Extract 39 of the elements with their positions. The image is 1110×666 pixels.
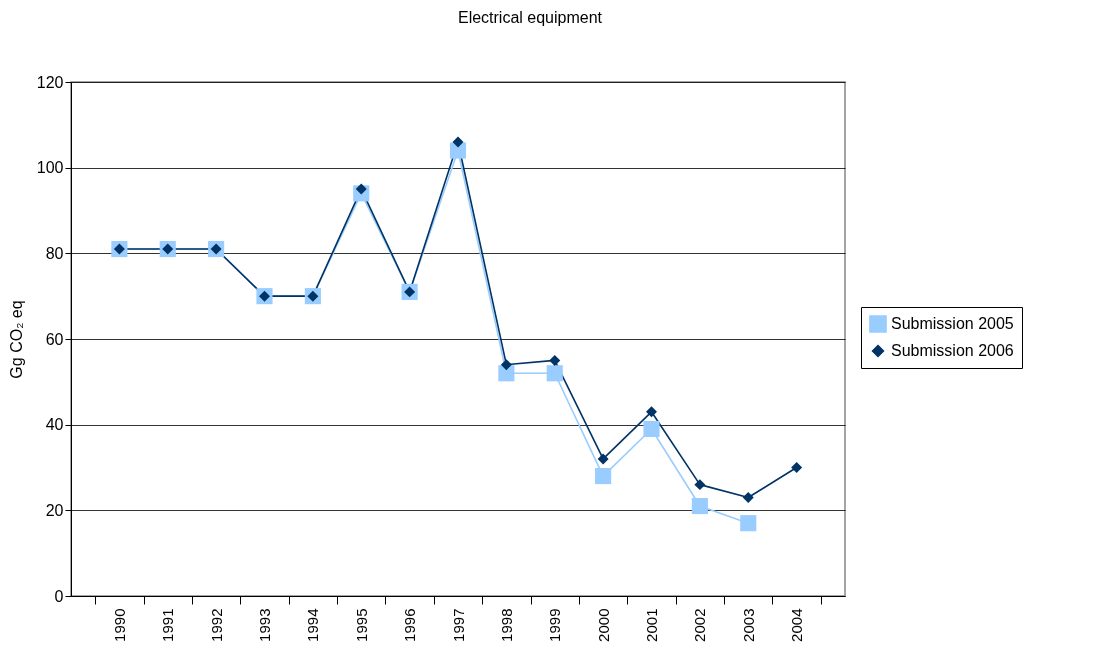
legend-label: Submission 2006 [891, 342, 1014, 359]
x-tick-label: 1991 [159, 608, 177, 642]
chart-title: Electrical equipment [457, 9, 603, 26]
point [791, 462, 803, 473]
x-tick-label: 2004 [788, 608, 806, 642]
y-tick-label: 0 [54, 587, 64, 605]
x-tick-label: 2003 [739, 608, 757, 642]
point [597, 453, 609, 465]
x-tick-label: 1995 [352, 608, 370, 642]
y-tick-label: 100 [36, 159, 64, 177]
point [740, 515, 757, 532]
y-tick-label: 40 [45, 416, 64, 434]
x-tick-label: 2000 [594, 608, 612, 642]
x-tick-label: 1990 [110, 608, 128, 642]
point [643, 420, 660, 438]
x-tick-label: 1999 [546, 608, 564, 642]
point [595, 468, 612, 485]
point [549, 354, 561, 366]
point [646, 406, 657, 418]
y-tick-label: 120 [36, 73, 64, 91]
legend-label: Submission 2005 [891, 315, 1014, 332]
x-tick-label: 1997 [449, 608, 467, 642]
y-tick-label: 60 [45, 330, 64, 348]
y-tick-label: 80 [45, 244, 64, 262]
point [546, 365, 563, 382]
point [694, 479, 706, 491]
x-tick-label: 2001 [643, 608, 660, 642]
x-tick-label: 1993 [256, 608, 273, 642]
y-tick-label: 20 [45, 501, 64, 519]
x-tick-label: 1992 [207, 608, 225, 642]
x-tick-label: 1994 [304, 608, 322, 642]
point [691, 497, 708, 515]
y-axis-title: Gg CO₂ eq [7, 300, 25, 379]
x-tick-label: 1996 [401, 608, 419, 642]
point [500, 359, 512, 371]
x-tick-label: 2002 [691, 608, 709, 642]
point [452, 136, 464, 148]
point [742, 492, 754, 503]
x-tick-label: 1998 [497, 608, 515, 642]
